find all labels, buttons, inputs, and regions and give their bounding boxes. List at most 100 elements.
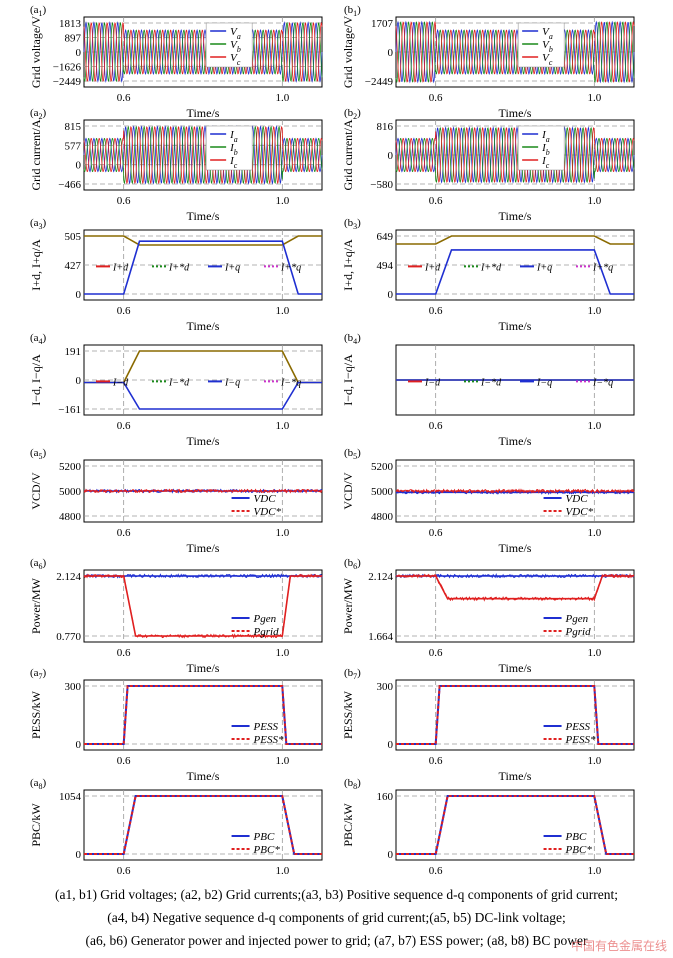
y-tick-label: 815 [65,121,82,133]
legend-label: PESS* [565,734,596,746]
panel-tag: (b7) [344,667,361,681]
ac-trace-Ib [395,127,635,183]
legend-label: I+*d [480,262,502,273]
x-tick-label: 1.0 [275,647,289,659]
x-tick-label: 0.6 [117,305,131,317]
panel-a4: (a4) I−d, I−q/A 191 0 −161 0.6 1.0 Time/s I−d I−*… [29,332,323,448]
x-tick-label: 0.6 [117,92,131,104]
legend-label: PBC* [565,844,593,856]
legend-box [517,22,565,68]
y-tick-label: 0 [388,150,394,162]
y-tick-label: 0 [76,739,82,751]
panel-a2: (a2)Grid current/A 815 577 0 −466 0.6 1.0 Time/… [29,107,323,223]
y-tick-label: 0 [76,289,82,301]
series-line-I+d [396,235,634,245]
panel-tag: (a4) [30,332,47,346]
plot-frame [83,789,323,861]
ac-trace-Ic [83,125,323,185]
y-axis-label: Power/MW [341,577,355,634]
panel-tag: (a3) [30,217,47,231]
legend-label: Ia [541,129,550,144]
y-tick-label: 897 [65,33,82,45]
y-tick-label: 5000 [371,486,394,498]
panel-tag: (b4) [344,332,361,346]
x-tick-label: 0.6 [117,195,131,207]
legend-label: Va [230,26,241,41]
y-axis-label: PESS/kW [341,690,355,739]
series-line-I−d [84,381,322,410]
y-axis-label: Grid voltage/V [341,16,355,89]
y-tick-label: 816 [377,121,394,133]
x-tick-label: 1.0 [587,420,601,432]
legend-label: I+q [224,262,240,273]
legend-box [205,125,253,171]
y-tick-label: 1.664 [368,631,393,643]
y-axis-label: VCD/V [29,472,43,510]
panel-b2: (b2)Grid current/A 816 0 −580 0.6 1.0 Time/s Ia… [341,107,635,223]
x-axis-label: Time/s [187,661,220,675]
y-tick-label: 0 [388,47,394,59]
x-tick-label: 1.0 [587,305,601,317]
legend-label: VDC* [254,506,282,518]
x-tick-label: 0.6 [429,527,443,539]
x-tick-label: 0.6 [429,420,443,432]
x-axis-label: Time/s [187,434,220,448]
panel-tag: (a2) [30,107,47,121]
x-tick-label: 0.6 [429,195,443,207]
x-tick-label: 1.0 [275,755,289,767]
legend-label: I+d [424,262,441,273]
y-tick-label: 494 [377,260,394,272]
x-axis-label: Time/s [499,541,532,555]
x-axis-label: Time/s [499,319,532,333]
x-tick-label: 0.6 [429,305,443,317]
legend-label: Vb [230,39,241,54]
panel-tag: (a7) [30,667,47,681]
y-tick-label: 1054 [59,791,82,803]
panel-b3: (b3) I+d, I+q/A 649 494 0 0.6 1.0 Time/s I+d I+*d… [341,217,635,333]
ac-trace-Ia [83,125,323,185]
legend-label: Ic [541,155,550,170]
legend-label: I+*d [168,262,190,273]
x-tick-label: 1.0 [275,865,289,877]
x-tick-label: 1.0 [587,865,601,877]
ac-trace-Vc [395,21,635,83]
legend-label: I+*q [592,262,613,273]
ac-trace-Va [395,20,635,84]
x-tick-label: 0.6 [429,647,443,659]
legend-label: I−*q [592,377,613,388]
y-tick-label: −2449 [53,76,82,88]
panel-tag: (a1) [30,4,47,18]
series-noise-VDC* [395,488,635,494]
y-tick-label: 0 [76,849,82,861]
series-line-I+q [396,249,634,295]
legend-label: VDC [566,493,589,505]
series-line-PESS* [396,685,634,745]
x-axis-label: Time/s [499,434,532,448]
y-tick-label: 5000 [59,486,82,498]
x-tick-label: 1.0 [275,92,289,104]
y-tick-label: 5200 [59,461,82,473]
y-tick-label: 4800 [371,511,394,523]
y-tick-label: 300 [377,681,394,693]
x-tick-label: 1.0 [275,420,289,432]
y-tick-label: 2.124 [368,571,393,583]
legend-label: Pgen [253,613,277,625]
x-axis-label: Time/s [187,879,220,880]
legend-label: PESS [565,721,591,733]
y-axis-label: PBC/kW [341,803,355,847]
panel-b6: (b6) Power/MW 2.124 1.664 0.6 1.0 Time/s PgenPg… [341,557,635,675]
panel-tag: (a6) [30,557,47,571]
legend-label: Ic [229,155,238,170]
x-tick-label: 1.0 [587,195,601,207]
legend-label: I−*d [480,377,502,388]
ac-trace-Vb [83,21,323,83]
x-tick-label: 1.0 [587,527,601,539]
y-axis-label: PBC/kW [29,803,43,847]
x-tick-label: 0.6 [117,647,131,659]
x-tick-label: 0.6 [429,92,443,104]
caption-line-3: (a6, b6) Generator power and injected po… [85,933,588,948]
y-axis-label: I−d, I−q/A [29,354,43,406]
y-tick-label: 0 [76,160,82,172]
y-axis-label: I−d, I−q/A [341,354,355,406]
